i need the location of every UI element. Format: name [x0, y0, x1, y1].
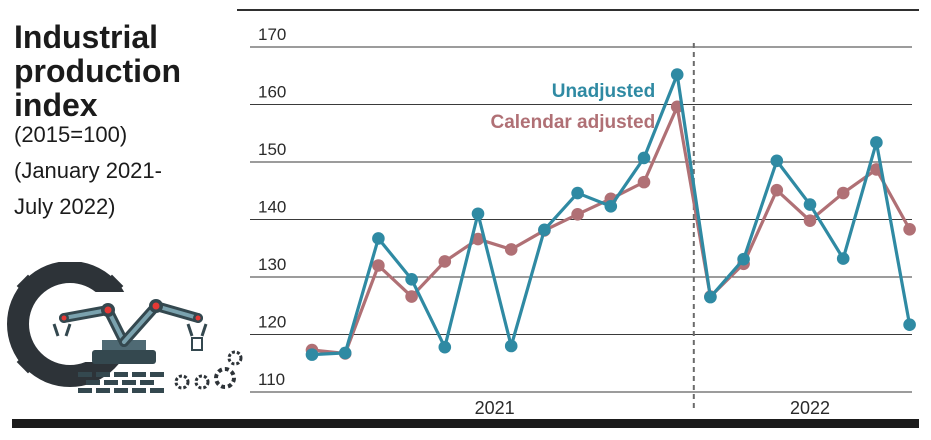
y-tick-label: 140 — [258, 198, 286, 217]
bottom-rule — [12, 419, 919, 428]
data-point — [770, 154, 784, 168]
subtitle-period-end: July 2022) — [14, 194, 116, 219]
brick-floor-icon — [78, 372, 164, 393]
title-line: production — [14, 53, 182, 89]
chart-title: Industrial production index — [14, 20, 181, 122]
data-point — [471, 232, 485, 246]
data-point — [637, 151, 651, 165]
top-rule — [237, 9, 919, 11]
subtitle-period-start: (January 2021- — [14, 158, 162, 183]
y-tick-label: 170 — [258, 25, 286, 44]
data-point — [836, 252, 850, 265]
data-point — [637, 175, 651, 189]
data-point — [338, 346, 352, 360]
y-tick-label: 130 — [258, 255, 286, 274]
subtitle-base-year: (2015=100) — [14, 122, 128, 147]
data-point — [803, 214, 817, 227]
data-point — [571, 208, 584, 221]
data-point — [405, 290, 418, 303]
series-line — [310, 105, 912, 356]
data-point — [471, 207, 485, 221]
data-point — [438, 255, 452, 268]
data-point — [870, 136, 883, 149]
data-point — [903, 318, 916, 332]
title-line: index — [14, 87, 98, 123]
data-point — [770, 183, 784, 197]
data-point — [704, 290, 717, 304]
data-point — [670, 68, 684, 81]
data-point — [538, 223, 551, 237]
y-tick-label: 120 — [258, 313, 286, 332]
data-point — [372, 259, 385, 272]
data-point — [305, 348, 319, 361]
small-gears-icon — [174, 350, 243, 390]
title-line: Industrial — [14, 19, 159, 55]
data-point — [903, 222, 916, 236]
y-tick-label: 150 — [258, 140, 286, 159]
data-point — [504, 339, 518, 353]
robot-arms-icon — [52, 299, 208, 364]
y-tick-label: 160 — [258, 83, 286, 102]
robotic-arm-factory-gear-icon — [7, 262, 243, 393]
data-point — [504, 243, 518, 256]
data-point — [836, 186, 850, 200]
data-point — [737, 252, 750, 266]
data-point — [405, 273, 418, 286]
data-point — [571, 186, 584, 200]
series-label-unadjusted: Unadjusted — [552, 81, 655, 102]
y-tick-label: 110 — [258, 370, 285, 389]
data-point — [803, 198, 817, 211]
data-point — [372, 232, 385, 245]
series-label-calendar-adjusted: Calendar adjusted — [490, 112, 655, 133]
x-year-label: 2022 — [790, 398, 830, 418]
data-point — [438, 340, 452, 354]
x-year-label: 2021 — [475, 398, 515, 418]
data-point — [604, 199, 618, 213]
